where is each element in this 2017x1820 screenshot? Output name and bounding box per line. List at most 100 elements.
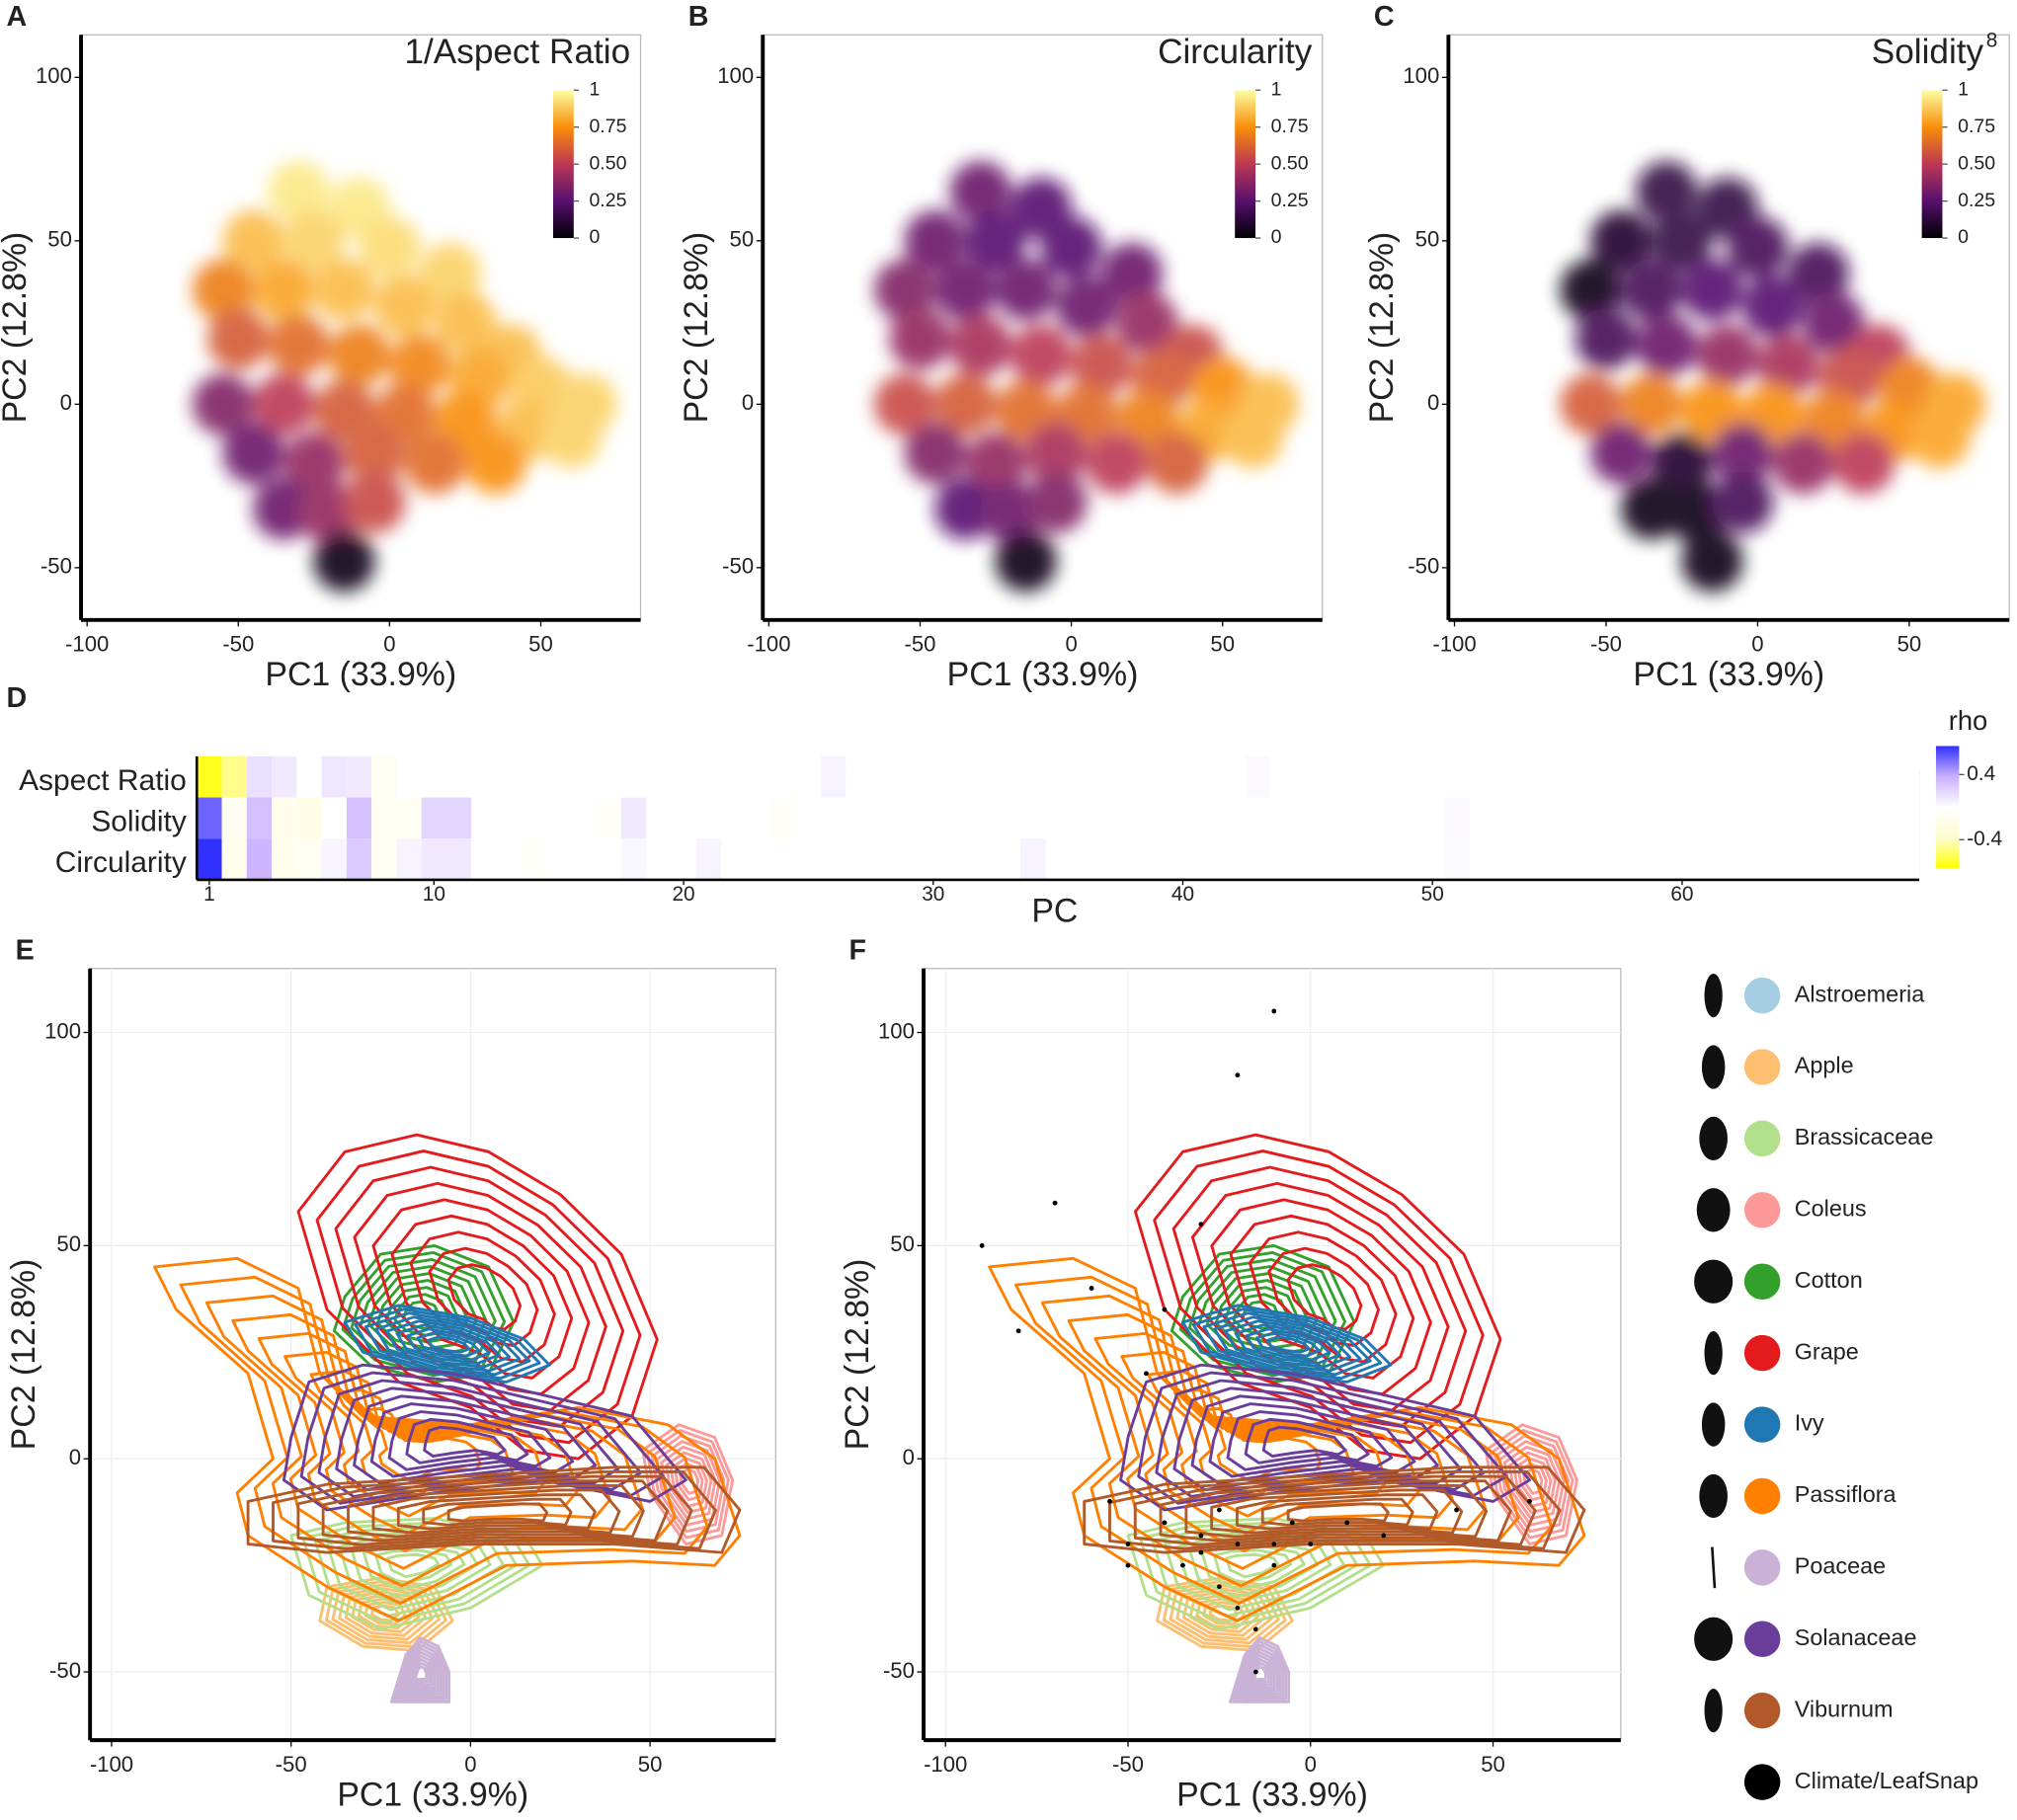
heat-cell bbox=[1869, 838, 1895, 880]
heat-cell bbox=[921, 838, 946, 880]
legend-swatch bbox=[1743, 1263, 1781, 1300]
panel-letter: B bbox=[688, 1, 709, 33]
point bbox=[1107, 1499, 1112, 1504]
point bbox=[192, 373, 255, 435]
contour bbox=[665, 1451, 713, 1514]
point bbox=[1125, 1542, 1131, 1546]
contour bbox=[1265, 1335, 1311, 1354]
point bbox=[1086, 432, 1148, 495]
point bbox=[949, 160, 1011, 223]
point bbox=[373, 275, 436, 338]
heat-cell bbox=[496, 838, 522, 880]
point-cloud bbox=[1560, 160, 1986, 593]
heat-cell bbox=[1195, 838, 1221, 880]
panel-letter: E bbox=[16, 934, 35, 966]
heat-cell bbox=[1419, 838, 1445, 880]
point bbox=[1252, 1669, 1258, 1675]
heat-cell bbox=[321, 838, 347, 880]
contour bbox=[1261, 1425, 1347, 1459]
contour bbox=[1147, 1369, 1388, 1518]
point bbox=[313, 529, 375, 593]
point bbox=[539, 406, 603, 468]
heat-cell bbox=[1645, 755, 1670, 798]
heat-cell bbox=[346, 755, 372, 798]
x-tick-label: 0 bbox=[1305, 1752, 1317, 1777]
point-cloud bbox=[873, 160, 1299, 593]
point bbox=[934, 259, 997, 321]
y-tick-label: -50 bbox=[883, 1658, 915, 1683]
contour bbox=[343, 1304, 551, 1384]
point bbox=[1271, 1008, 1277, 1014]
heat-cell bbox=[1320, 797, 1345, 839]
heat-cell bbox=[646, 755, 672, 798]
heat-cell bbox=[1619, 838, 1646, 880]
heat-cell bbox=[1419, 755, 1445, 798]
heat-cell bbox=[870, 797, 896, 839]
point bbox=[1271, 1542, 1277, 1546]
point bbox=[1772, 432, 1834, 495]
heat-cell bbox=[1544, 755, 1571, 798]
contour bbox=[988, 1256, 1586, 1622]
row-label: Aspect Ratio bbox=[19, 764, 187, 797]
colorbar-tick-label: 0.4 bbox=[1967, 762, 1995, 785]
heat-cell bbox=[1744, 797, 1770, 839]
contour bbox=[1507, 1451, 1557, 1514]
heat-cell bbox=[1794, 797, 1819, 839]
heat-cell bbox=[1894, 838, 1920, 880]
heat-cell bbox=[1594, 838, 1620, 880]
point bbox=[1681, 379, 1743, 442]
point bbox=[964, 209, 1027, 273]
y-tick-label: -50 bbox=[1408, 554, 1439, 579]
heat-cell bbox=[770, 797, 796, 839]
y-tick-label: 0 bbox=[60, 390, 72, 415]
contour bbox=[1502, 1445, 1562, 1521]
colorbar-tick-label: 0.50 bbox=[1958, 152, 1995, 174]
heat-cell bbox=[1220, 797, 1246, 839]
colorbar-tick-label: 1 bbox=[1958, 78, 1969, 100]
contour bbox=[1286, 1502, 1390, 1523]
x-tick-label: 50 bbox=[1481, 1752, 1505, 1777]
y-axis-label: PC2 (12.8%) bbox=[1363, 232, 1401, 424]
heat-cell bbox=[1320, 838, 1345, 880]
x-tick-label: 0 bbox=[383, 632, 395, 657]
heat-cell bbox=[921, 797, 946, 839]
contour bbox=[1083, 1465, 1586, 1554]
heat-cell bbox=[1494, 838, 1520, 880]
heat-cell bbox=[596, 755, 621, 798]
heat-cell bbox=[1395, 797, 1420, 839]
heat-cell bbox=[1295, 755, 1321, 798]
heat-cell bbox=[870, 838, 896, 880]
heat-cell bbox=[371, 755, 397, 798]
contour bbox=[1260, 1497, 1414, 1527]
heat-cell bbox=[1544, 797, 1571, 839]
contour bbox=[407, 1657, 434, 1687]
point bbox=[873, 259, 936, 321]
heat-cell bbox=[921, 755, 946, 798]
heat-cell bbox=[1844, 755, 1870, 798]
point bbox=[1454, 1507, 1459, 1513]
x-tick-label: 50 bbox=[528, 632, 553, 657]
heat-cell bbox=[846, 797, 871, 839]
point bbox=[1620, 478, 1683, 540]
heat-cell bbox=[1395, 838, 1420, 880]
point bbox=[1217, 1507, 1222, 1513]
panel-title: Circularity bbox=[1158, 33, 1313, 71]
x-tick-label: 30 bbox=[922, 883, 944, 906]
contour bbox=[326, 1530, 506, 1612]
point bbox=[388, 334, 451, 396]
contour bbox=[1162, 1580, 1287, 1649]
heat-cell bbox=[671, 755, 696, 798]
point bbox=[328, 324, 391, 386]
heat-cell bbox=[445, 797, 472, 839]
heat-cell bbox=[945, 755, 971, 798]
x-tick-label: 0 bbox=[1065, 632, 1077, 657]
point bbox=[964, 432, 1027, 495]
heat-cell bbox=[821, 797, 847, 839]
heat-cell bbox=[720, 838, 747, 880]
contour bbox=[446, 1502, 549, 1523]
point bbox=[1756, 334, 1819, 396]
heat-cell bbox=[197, 755, 222, 798]
heat-cell bbox=[821, 755, 847, 798]
contour bbox=[1234, 1323, 1341, 1365]
heat-cell bbox=[1295, 838, 1321, 880]
